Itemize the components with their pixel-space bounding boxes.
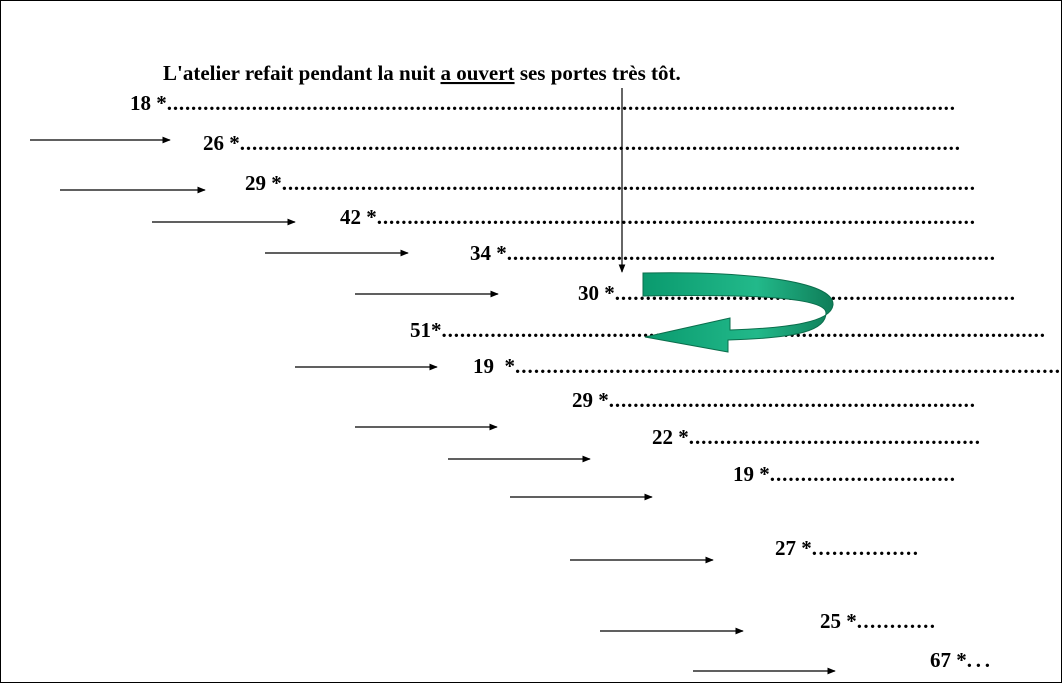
line-label: 18 * xyxy=(130,91,167,115)
line-dots: ........................................… xyxy=(507,241,995,265)
curved-arrow xyxy=(642,272,834,353)
line-dots: ........................................… xyxy=(515,354,1060,378)
line-label: 22 * xyxy=(652,425,689,449)
line-label: 19 * xyxy=(733,462,770,486)
sentence-underlined: a ouvert xyxy=(440,61,514,85)
line-dots: ........................................… xyxy=(240,131,960,155)
line-label: 67 * xyxy=(930,648,967,672)
line-dots: ........................................… xyxy=(689,425,980,449)
line-label: 27 * xyxy=(775,536,812,560)
line-dots: ... xyxy=(967,648,990,672)
line-dots: ........................................… xyxy=(609,388,975,412)
line-dots: ........................................… xyxy=(167,91,955,115)
line-label: 29 * xyxy=(572,388,609,412)
sentence: L'atelier refait pendant la nuit a ouver… xyxy=(163,61,681,85)
line-label: 51* xyxy=(410,318,442,342)
sentence-after: ses portes très tôt. xyxy=(515,61,681,85)
line-label: 19 * xyxy=(473,354,515,378)
line-label: 26 * xyxy=(203,131,240,155)
line-label: 29 * xyxy=(245,171,282,195)
line-dots: ................ xyxy=(812,536,918,560)
line-label: 25 * xyxy=(820,609,857,633)
sentence-before: L'atelier refait pendant la nuit xyxy=(163,61,440,85)
line-label: 30 * xyxy=(578,281,615,305)
line-dots: .............................. xyxy=(770,462,955,486)
line-dots: ............ xyxy=(857,609,935,633)
line-dots: ........................................… xyxy=(282,171,975,195)
line-label: 34 * xyxy=(470,241,507,265)
line-label: 42 * xyxy=(340,205,377,229)
line-dots: ........................................… xyxy=(377,205,975,229)
arrows xyxy=(30,88,836,675)
